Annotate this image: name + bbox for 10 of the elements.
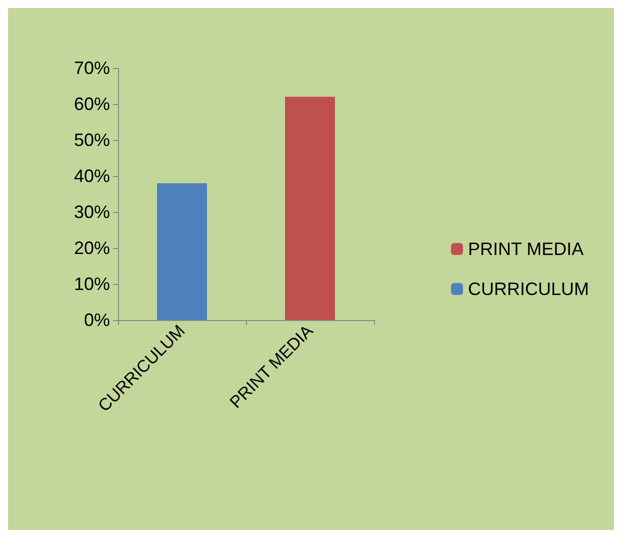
y-tick-label: 40% <box>74 166 110 186</box>
y-tick-label: 70% <box>74 58 110 78</box>
y-tick-label: 30% <box>74 202 110 222</box>
y-tick-label: 60% <box>74 94 110 114</box>
y-tick-label: 0% <box>84 310 110 330</box>
y-tick-label: 50% <box>74 130 110 150</box>
y-tick-label: 10% <box>74 274 110 294</box>
y-tick-label: 20% <box>74 238 110 258</box>
legend-label: CURRICULUM <box>468 279 589 299</box>
legend-label: PRINT MEDIA <box>468 239 584 259</box>
